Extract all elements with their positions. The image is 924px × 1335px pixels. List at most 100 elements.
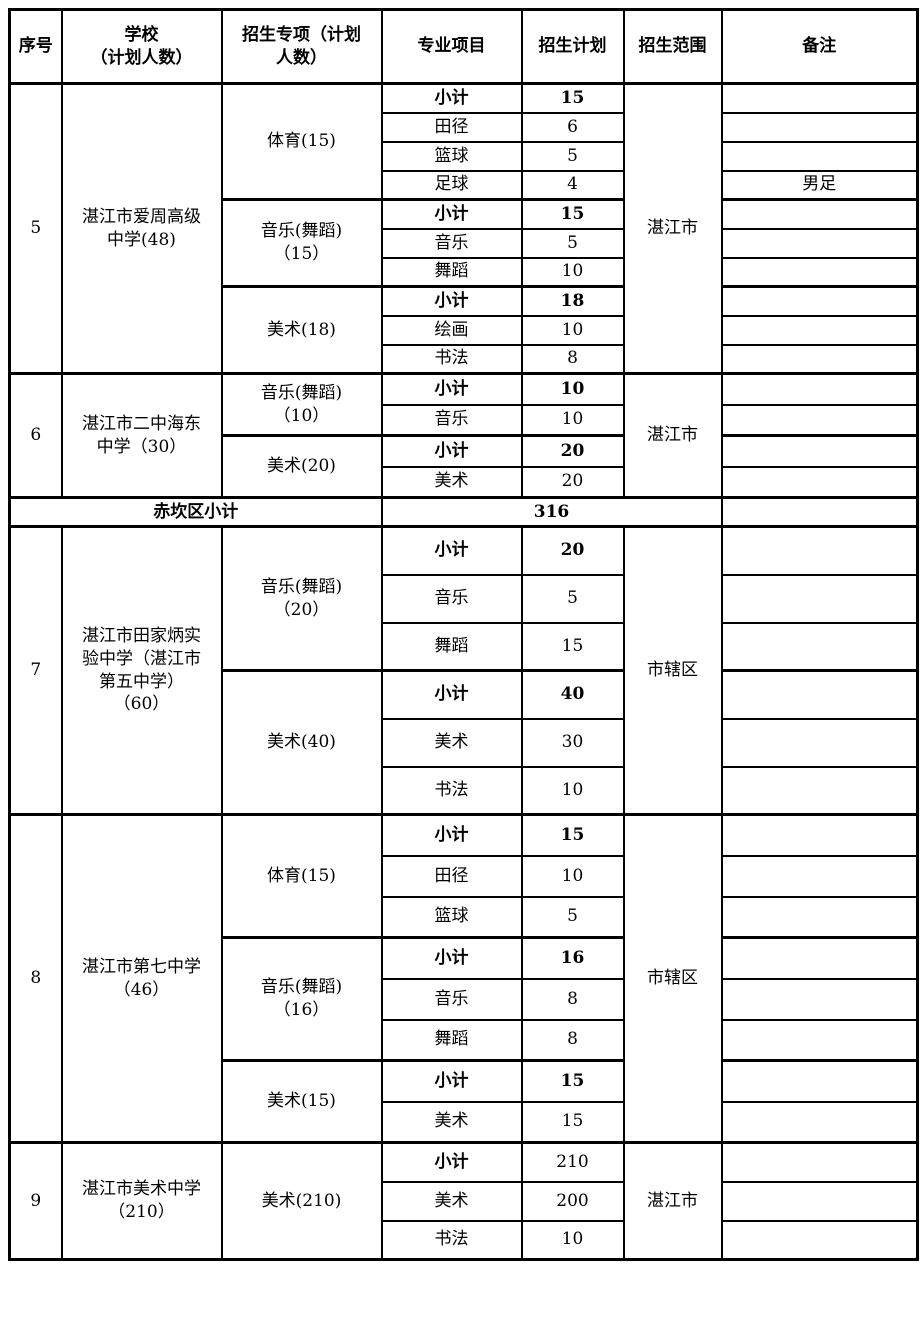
table-row: 9 湛江市美术中学 （210） 美术(210) 小计 210 湛江市 [8, 1141, 919, 1261]
cell-remark [720, 372, 919, 406]
header-scope: 招生范围 [622, 8, 723, 85]
cell-plan-count: 5 [520, 140, 625, 172]
table-row: 音乐 10 [10, 403, 919, 437]
cell-project: 小计 [380, 198, 523, 230]
header-serial: 序号 [8, 8, 63, 85]
cell-remark [720, 936, 919, 980]
cell-serial-number: 7 [8, 525, 63, 816]
cell-plan-count: 10 [520, 256, 625, 288]
table-row: 6 湛江市二中海东 中学（30） 音乐(舞蹈) （10） 小计 10 湛江市 [8, 372, 919, 499]
cell-plan-count: 10 [520, 1219, 625, 1261]
cell-remark [720, 434, 919, 468]
cell-school-name: 湛江市二中海东 中学（30） [60, 372, 223, 499]
cell-remark [720, 403, 919, 437]
cell-plan-count: 5 [520, 227, 625, 259]
cell-plan-count: 20 [520, 434, 625, 468]
cell-remark [720, 573, 919, 624]
table-row: 美术 20 [10, 465, 919, 499]
table-row: 音乐(舞蹈) （16） 小计 16 [10, 936, 919, 1062]
cell-plan-count: 10 [520, 854, 625, 898]
cell-enrollment-scope: 市辖区 [622, 813, 723, 1144]
cell-school-name: 湛江市美术中学 （210） [60, 1141, 223, 1261]
header-project: 专业项目 [380, 8, 523, 85]
cell-remark [720, 977, 919, 1021]
cell-project: 篮球 [380, 895, 523, 939]
cell-plan-count: 6 [520, 111, 625, 143]
header-plan: 招生计划 [520, 8, 625, 85]
cell-project: 小计 [380, 525, 523, 576]
table-row: 舞蹈 10 [10, 256, 919, 288]
cell-project: 小计 [380, 434, 523, 468]
cell-specialty-group: 体育(15) [220, 82, 383, 201]
cell-remark [720, 198, 919, 230]
cell-project: 音乐 [380, 977, 523, 1021]
table-row: 绘画 10 [10, 314, 919, 346]
cell-enrollment-scope: 湛江市 [622, 372, 723, 499]
cell-plan-count: 10 [520, 765, 625, 816]
cell-specialty-group: 美术(15) [220, 1059, 383, 1144]
cell-school-name: 湛江市爱周高级 中学(48) [60, 82, 223, 375]
cell-plan-count: 8 [520, 343, 625, 375]
table-row: 书法 10 [10, 1219, 919, 1261]
cell-project: 音乐 [380, 227, 523, 259]
cell-enrollment-scope: 湛江市 [622, 1141, 723, 1261]
table-row: 田径 10 [10, 854, 919, 898]
cell-remark [720, 140, 919, 172]
table-row: 田径 6 [10, 111, 919, 143]
cell-plan-count: 15 [520, 1100, 625, 1144]
cell-remark [720, 314, 919, 346]
cell-plan-count: 10 [520, 314, 625, 346]
cell-remark [720, 525, 919, 576]
cell-serial-number: 6 [8, 372, 63, 499]
cell-project: 小计 [380, 1141, 523, 1183]
cell-plan-count: 20 [520, 525, 625, 576]
cell-plan-count: 18 [520, 285, 625, 317]
cell-project: 音乐 [380, 573, 523, 624]
cell-remark [720, 765, 919, 816]
table-row: 足球 4 男足 [10, 169, 919, 201]
cell-project: 小计 [380, 813, 523, 857]
cell-project: 田径 [380, 111, 523, 143]
table-row: 8 湛江市第七中学 （46） 体育(15) 小计 15 市辖区 [8, 813, 919, 1144]
cell-plan-count: 10 [520, 403, 625, 437]
cell-plan-count: 10 [520, 372, 625, 406]
cell-plan-count: 15 [520, 813, 625, 857]
table-row: 美术(15) 小计 15 [10, 1059, 919, 1144]
cell-plan-count: 200 [520, 1180, 625, 1222]
cell-project: 小计 [380, 372, 523, 406]
cell-serial-number: 9 [8, 1141, 63, 1261]
cell-specialty-group: 体育(15) [220, 813, 383, 939]
summary-remark-cell [720, 496, 919, 528]
cell-plan-count: 15 [520, 621, 625, 672]
cell-remark [720, 621, 919, 672]
cell-specialty-group: 美术(20) [220, 434, 383, 499]
cell-plan-count: 16 [520, 936, 625, 980]
cell-project: 舞蹈 [380, 621, 523, 672]
cell-project: 美术 [380, 465, 523, 499]
table-row: 篮球 5 [10, 895, 919, 939]
table-row: 音乐 5 [10, 573, 919, 624]
table-row: 音乐 5 [10, 227, 919, 259]
table-row: 舞蹈 15 [10, 621, 919, 672]
table-header: 序号 学校 （计划人数） 招生专项（计划 人数） 专业项目 招生计划 招生范围 … [8, 8, 919, 85]
summary-value: 316 [380, 496, 723, 528]
table-row: 美术 200 [10, 1180, 919, 1222]
cell-project: 书法 [380, 765, 523, 816]
cell-remark [720, 1059, 919, 1103]
table-row: 舞蹈 8 [10, 1018, 919, 1062]
header-school: 学校 （计划人数） [60, 8, 223, 85]
cell-specialty-group: 音乐(舞蹈) （15） [220, 198, 383, 288]
cell-plan-count: 8 [520, 1018, 625, 1062]
cell-remark [720, 854, 919, 898]
cell-project: 小计 [380, 1059, 523, 1103]
cell-remark [720, 343, 919, 375]
cell-plan-count: 15 [520, 198, 625, 230]
cell-specialty-group: 音乐(舞蹈) （16） [220, 936, 383, 1062]
cell-project: 美术 [380, 1180, 523, 1222]
enrollment-plan-table: 序号 学校 （计划人数） 招生专项（计划 人数） 专业项目 招生计划 招生范围 … [8, 8, 919, 1261]
cell-project: 书法 [380, 343, 523, 375]
cell-specialty-group: 音乐(舞蹈) （20） [220, 525, 383, 672]
cell-plan-count: 15 [520, 82, 625, 114]
cell-project: 足球 [380, 169, 523, 201]
cell-remark [720, 717, 919, 768]
